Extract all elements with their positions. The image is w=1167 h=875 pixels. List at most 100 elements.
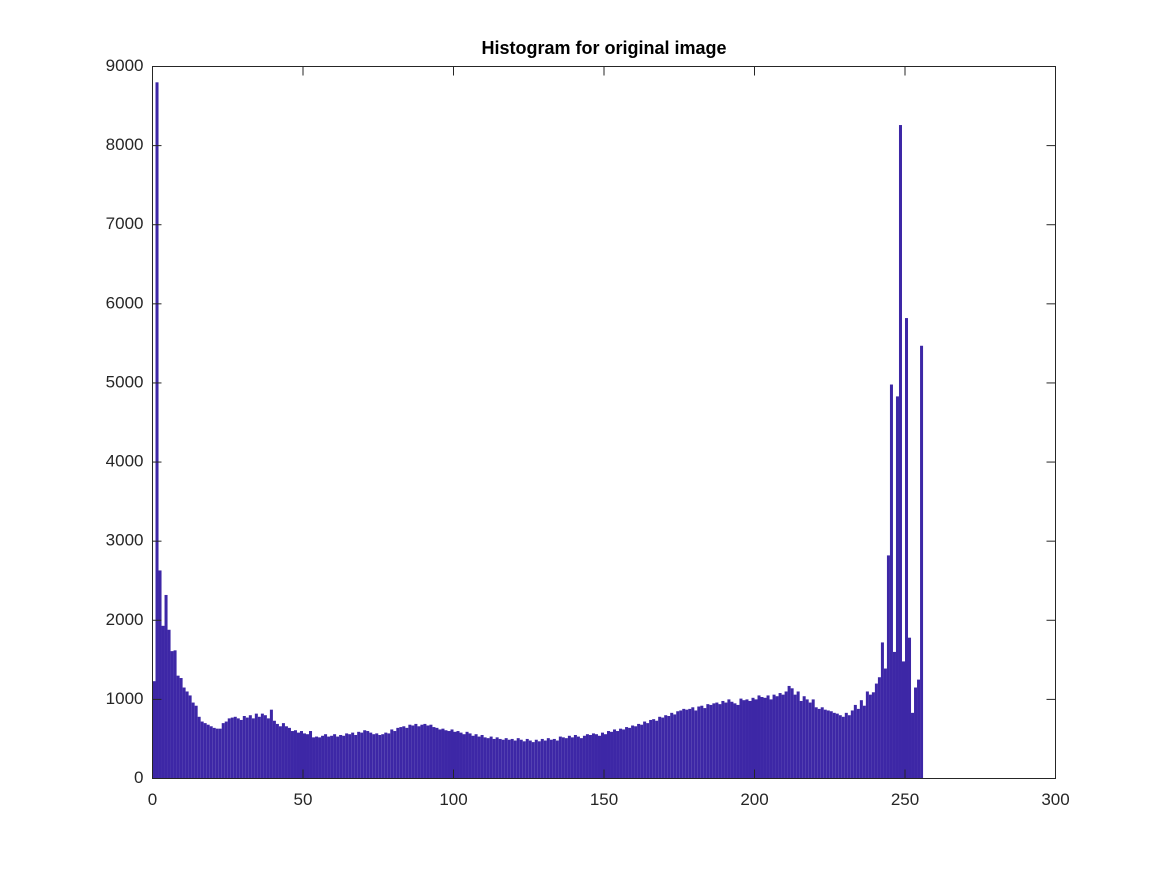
bar <box>179 678 183 779</box>
bar <box>790 688 794 779</box>
bar <box>594 734 598 779</box>
bar <box>513 740 517 779</box>
bar <box>709 704 713 779</box>
bar <box>278 726 282 779</box>
bar <box>766 695 770 779</box>
bar <box>706 704 710 779</box>
bar <box>414 723 418 779</box>
bar <box>281 723 285 779</box>
bar <box>760 697 764 779</box>
bar <box>185 691 189 779</box>
bar <box>516 738 520 779</box>
bar <box>393 731 397 779</box>
bar <box>245 717 249 779</box>
bar <box>682 708 686 779</box>
bar <box>561 737 565 779</box>
x-tick-label: 0 <box>148 790 157 809</box>
bar <box>507 739 511 779</box>
bar <box>537 741 541 779</box>
bar <box>664 715 668 779</box>
bar <box>555 740 559 779</box>
bar <box>275 723 279 779</box>
bar <box>366 731 370 779</box>
bar <box>191 702 195 779</box>
bar <box>432 727 436 779</box>
x-tick-label: 300 <box>1041 790 1069 809</box>
bar <box>390 729 394 779</box>
bar <box>498 738 502 779</box>
bar <box>522 741 526 779</box>
bar <box>576 736 580 779</box>
bar <box>215 728 219 779</box>
bar <box>378 734 382 779</box>
bar <box>754 699 758 779</box>
bar <box>254 713 258 779</box>
bar <box>570 737 574 779</box>
bar <box>700 705 704 779</box>
bar <box>519 739 523 779</box>
y-tick-label: 4000 <box>106 452 144 471</box>
bar <box>724 702 728 779</box>
bar <box>808 702 812 779</box>
bar <box>868 694 872 779</box>
bar <box>805 699 809 779</box>
bar <box>345 733 349 779</box>
bar <box>908 637 912 779</box>
bar <box>784 691 788 779</box>
bar <box>778 693 782 779</box>
bar <box>456 731 460 779</box>
bar <box>453 731 457 779</box>
bar <box>197 716 201 779</box>
bar <box>781 694 785 779</box>
bar <box>694 710 698 779</box>
bar <box>622 729 626 779</box>
bar <box>471 735 475 779</box>
bar <box>257 716 261 779</box>
bar <box>200 721 204 779</box>
bar <box>480 734 484 779</box>
bar <box>290 731 294 779</box>
bar <box>251 718 255 779</box>
bar <box>164 594 168 779</box>
bar <box>339 734 343 779</box>
bar <box>655 720 659 779</box>
bar <box>363 730 367 779</box>
bar <box>748 700 752 779</box>
bar <box>820 707 824 779</box>
bar <box>489 736 493 779</box>
bar <box>236 718 240 779</box>
x-tick-label: 200 <box>740 790 768 809</box>
bar <box>483 737 487 779</box>
bar <box>420 724 424 779</box>
bar <box>438 729 442 779</box>
bar <box>742 700 746 779</box>
bar <box>531 742 535 779</box>
bar <box>892 651 896 779</box>
bar <box>889 384 893 779</box>
bar <box>552 738 556 779</box>
bar <box>585 734 589 779</box>
bar <box>685 709 689 779</box>
bar <box>441 728 445 779</box>
bar <box>733 703 737 779</box>
bar <box>486 738 490 779</box>
bar <box>209 726 213 779</box>
bar <box>775 696 779 779</box>
bar <box>880 642 884 779</box>
bar <box>540 738 544 779</box>
bar <box>817 708 821 779</box>
bar <box>823 709 827 779</box>
bar <box>769 699 773 779</box>
bar <box>799 700 803 779</box>
bar <box>212 727 216 779</box>
bar <box>417 726 421 779</box>
bar <box>525 738 529 779</box>
bar <box>640 724 644 779</box>
bar <box>850 710 854 779</box>
bar <box>360 732 364 779</box>
bar <box>387 733 391 779</box>
bar <box>182 687 186 779</box>
bar <box>703 708 707 779</box>
x-tick-label: 50 <box>294 790 313 809</box>
